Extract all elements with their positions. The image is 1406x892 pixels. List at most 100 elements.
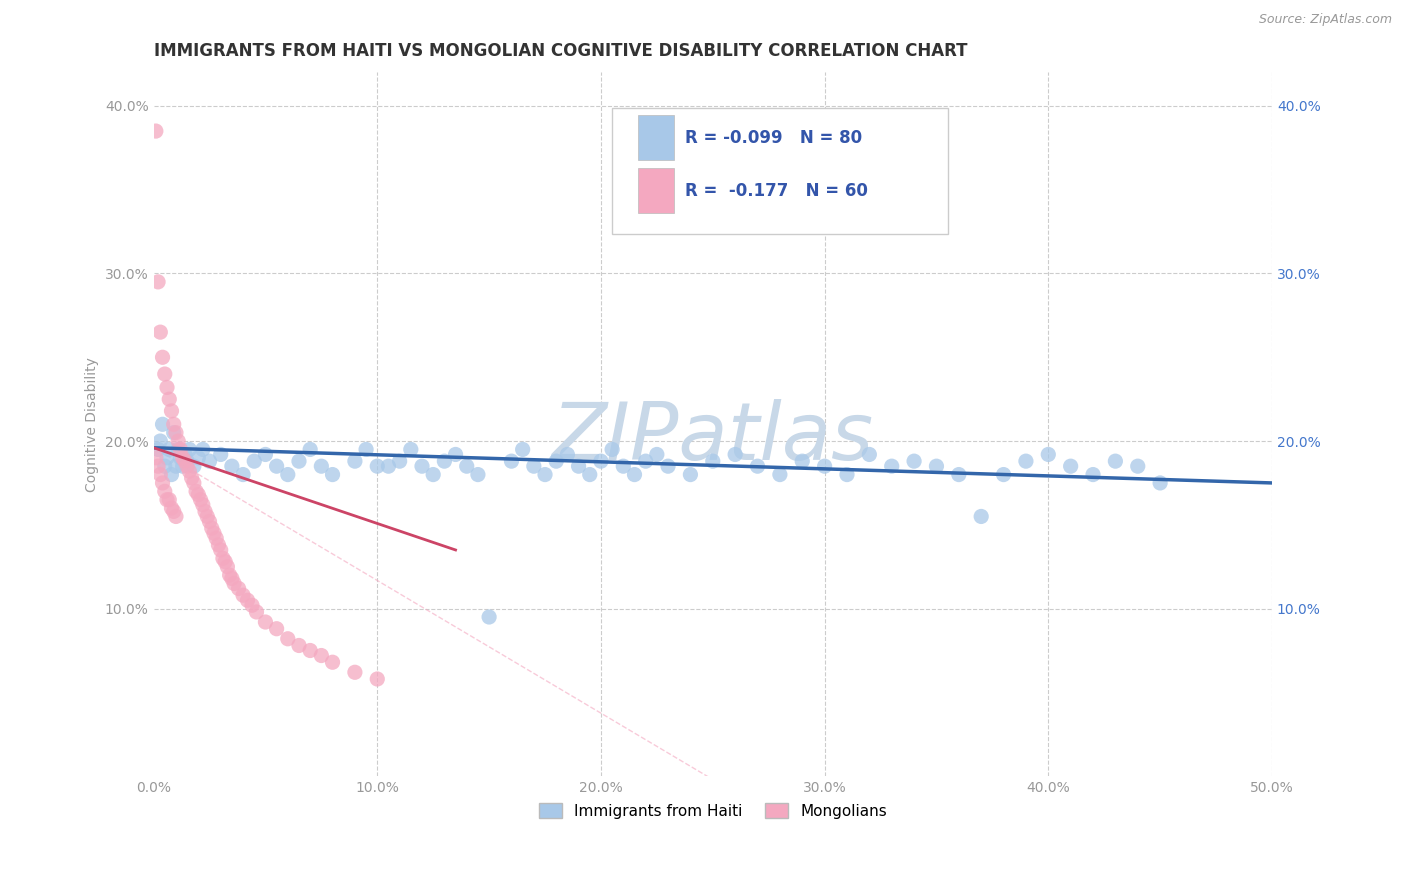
Point (152, 351, 174, 365)
Point (174, 447, 197, 461)
Point (174, 454, 197, 468)
Point (172, 459, 194, 474)
Point (194, 504, 217, 518)
Point (169, 442, 191, 457)
Point (792, 454, 814, 468)
Point (176, 459, 198, 474)
Point (299, 442, 322, 457)
Point (167, 442, 190, 457)
Point (169, 450, 191, 465)
Point (190, 492, 212, 507)
Point (156, 380, 179, 394)
Point (456, 459, 478, 474)
Point (645, 447, 668, 461)
Point (657, 459, 679, 474)
Point (266, 459, 288, 474)
Point (612, 459, 634, 474)
FancyBboxPatch shape (638, 168, 673, 213)
Point (1059, 459, 1081, 474)
Point (1104, 454, 1126, 468)
Point (835, 467, 858, 482)
Point (176, 454, 198, 468)
Point (623, 467, 645, 482)
Point (600, 442, 623, 457)
Point (157, 392, 180, 406)
Y-axis label: Cognitive Disability: Cognitive Disability (86, 357, 100, 491)
Point (399, 442, 422, 457)
Point (153, 367, 176, 381)
Point (160, 501, 183, 516)
Point (149, 434, 172, 448)
Point (240, 599, 263, 613)
Point (1038, 447, 1060, 461)
Point (209, 447, 232, 461)
Text: IMMIGRANTS FROM HAITI VS MONGOLIAN COGNITIVE DISABILITY CORRELATION CHART: IMMIGRANTS FROM HAITI VS MONGOLIAN COGNI… (153, 42, 967, 60)
Point (153, 484, 176, 499)
Point (149, 325, 172, 339)
Point (534, 467, 557, 482)
Point (724, 447, 747, 461)
Point (523, 459, 546, 474)
Point (343, 665, 366, 680)
Point (266, 622, 288, 636)
Point (146, 459, 169, 474)
Point (163, 417, 186, 432)
Point (411, 459, 433, 474)
Text: R = -0.099   N = 80: R = -0.099 N = 80 (685, 128, 862, 147)
Point (1149, 475, 1171, 490)
Point (232, 467, 254, 482)
Point (366, 459, 388, 474)
Text: Source: ZipAtlas.com: Source: ZipAtlas.com (1258, 13, 1392, 27)
Point (156, 492, 179, 507)
Legend: Immigrants from Haiti, Mongolians: Immigrants from Haiti, Mongolians (533, 797, 893, 825)
Point (217, 559, 239, 574)
Point (747, 459, 769, 474)
Point (377, 459, 399, 474)
Point (343, 454, 366, 468)
Point (198, 454, 221, 468)
Point (201, 521, 224, 535)
Point (146, 442, 169, 457)
Point (322, 467, 344, 482)
Point (195, 509, 218, 524)
Point (207, 538, 229, 552)
Point (422, 467, 444, 482)
Point (160, 404, 183, 418)
Point (172, 450, 194, 465)
Point (634, 454, 657, 468)
Point (388, 454, 411, 468)
Point (165, 425, 187, 440)
Point (160, 467, 183, 482)
Point (179, 442, 201, 457)
Point (925, 459, 948, 474)
Point (191, 498, 214, 512)
Point (322, 655, 344, 669)
Point (157, 442, 180, 457)
Point (180, 471, 202, 485)
Point (557, 447, 579, 461)
Point (903, 454, 925, 468)
Point (366, 672, 388, 686)
Point (948, 467, 970, 482)
Point (221, 459, 243, 474)
Point (993, 467, 1015, 482)
Point (546, 454, 568, 468)
Point (156, 450, 179, 465)
Point (467, 467, 489, 482)
Point (512, 442, 534, 457)
Point (277, 632, 299, 646)
Point (254, 447, 277, 461)
Point (198, 515, 221, 529)
Point (702, 454, 724, 468)
Point (165, 509, 187, 524)
Point (578, 467, 600, 482)
Point (212, 551, 235, 566)
Point (224, 576, 246, 591)
Point (183, 459, 205, 474)
Point (165, 459, 187, 474)
FancyBboxPatch shape (612, 108, 948, 235)
Point (444, 447, 467, 461)
Point (184, 484, 207, 499)
Point (163, 425, 186, 440)
Point (179, 464, 201, 478)
